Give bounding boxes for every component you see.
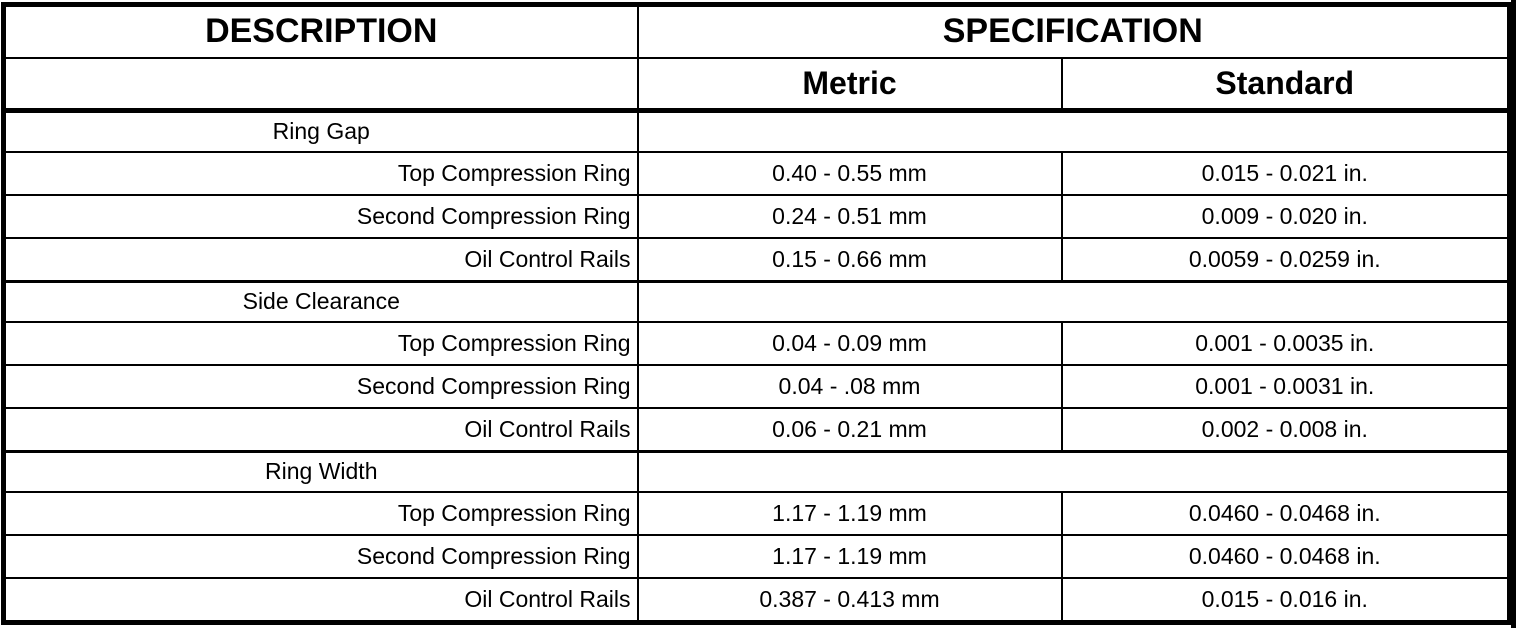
metric-value: 0.15 - 0.66 mm [636,237,1063,283]
standard-column-header: Standard [1060,57,1511,113]
row-label: Oil Control Rails [2,237,639,283]
row-label: Top Compression Ring [2,151,639,196]
table-row: Second Compression Ring 1.17 - 1.19 mm 0… [2,534,1511,579]
page-edge-line [1511,0,1516,628]
table-row: Second Compression Ring 0.04 - .08 mm 0.… [2,364,1511,409]
metric-value: 1.17 - 1.19 mm [636,491,1063,536]
section-title: Ring Gap [2,109,639,153]
row-label: Second Compression Ring [2,194,639,239]
standard-value: 0.0460 - 0.0468 in. [1060,534,1511,579]
metric-value: 1.17 - 1.19 mm [636,534,1063,579]
row-label: Top Compression Ring [2,321,639,366]
table-row: Oil Control Rails 0.387 - 0.413 mm 0.015… [2,577,1511,624]
standard-value: 0.002 - 0.008 in. [1060,407,1511,453]
section-row-side-clearance: Side Clearance [2,280,1511,323]
row-label: Second Compression Ring [2,534,639,579]
metric-column-header: Metric [636,57,1063,113]
section-empty-spec-cell [636,109,1511,153]
row-label: Oil Control Rails [2,407,639,453]
section-title: Side Clearance [2,280,639,323]
table-row: Oil Control Rails 0.06 - 0.21 mm 0.002 -… [2,407,1511,453]
standard-value: 0.001 - 0.0031 in. [1060,364,1511,409]
section-empty-spec-cell [636,450,1511,493]
standard-value: 0.0059 - 0.0259 in. [1060,237,1511,283]
metric-value: 0.04 - 0.09 mm [636,321,1063,366]
row-label: Second Compression Ring [2,364,639,409]
section-row-ring-gap: Ring Gap [2,109,1511,153]
row-label: Top Compression Ring [2,491,639,536]
metric-value: 0.06 - 0.21 mm [636,407,1063,453]
metric-value: 0.24 - 0.51 mm [636,194,1063,239]
header-row-main: DESCRIPTION SPECIFICATION [2,3,1511,59]
section-row-ring-width: Ring Width [2,450,1511,493]
specification-column-header: SPECIFICATION [636,3,1511,59]
table-row: Top Compression Ring 0.04 - 0.09 mm 0.00… [2,321,1511,366]
metric-value: 0.04 - .08 mm [636,364,1063,409]
metric-value: 0.387 - 0.413 mm [636,577,1063,624]
section-title: Ring Width [2,450,639,493]
standard-value: 0.015 - 0.021 in. [1060,151,1511,196]
standard-value: 0.001 - 0.0035 in. [1060,321,1511,366]
standard-value: 0.015 - 0.016 in. [1060,577,1511,624]
table-row: Second Compression Ring 0.24 - 0.51 mm 0… [2,194,1511,239]
description-column-header: DESCRIPTION [2,3,639,59]
standard-value: 0.009 - 0.020 in. [1060,194,1511,239]
metric-value: 0.40 - 0.55 mm [636,151,1063,196]
row-label: Oil Control Rails [2,577,639,624]
description-header-empty-cell [2,57,639,113]
header-row-units: Metric Standard [2,57,1511,113]
section-empty-spec-cell [636,280,1511,323]
standard-value: 0.0460 - 0.0468 in. [1060,491,1511,536]
table-row: Top Compression Ring 0.40 - 0.55 mm 0.01… [2,151,1511,196]
table-row: Oil Control Rails 0.15 - 0.66 mm 0.0059 … [2,237,1511,283]
table-row: Top Compression Ring 1.17 - 1.19 mm 0.04… [2,491,1511,536]
